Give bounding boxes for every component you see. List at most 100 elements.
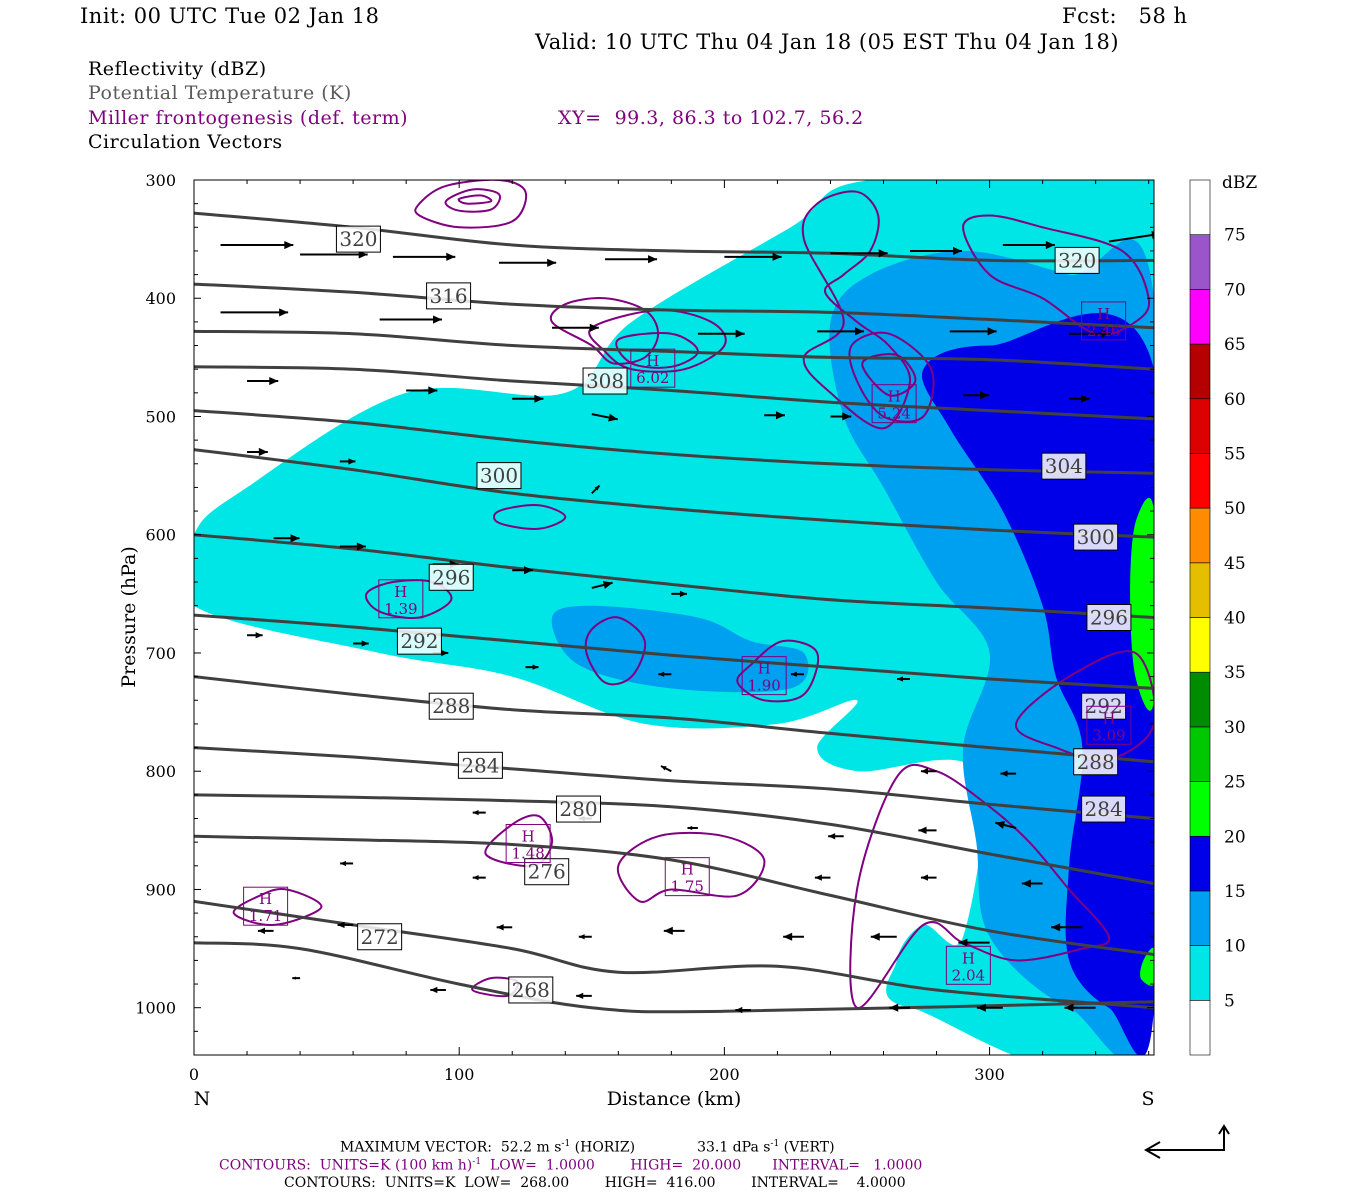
x-tick-label: 0: [189, 1065, 199, 1084]
circulation-vector: [949, 327, 997, 336]
theta-label-box: [426, 282, 472, 310]
colorbar-bin: [1189, 289, 1211, 345]
circulation-vector: [247, 376, 279, 386]
plot-frame: [193, 179, 1155, 1056]
frontogenesis-max-value: 5.24: [877, 405, 910, 423]
vector-head: [433, 315, 443, 324]
circulation-vector: [406, 386, 438, 395]
theta-label-box: [1081, 795, 1127, 823]
theta-label-box: [428, 692, 474, 720]
circulation-vector: [220, 308, 289, 317]
frontogenesis-max-h: H: [1102, 709, 1115, 727]
theta-label-text: 304: [1045, 454, 1083, 478]
frontogenesis-contour: [736, 639, 819, 703]
theta-label: 268: [508, 976, 554, 1004]
vector-head: [589, 323, 599, 332]
colorbar-label: 25: [1224, 773, 1246, 793]
frontogenesis-max-label: H1.39: [378, 579, 424, 619]
x-tick-label: 200: [709, 1065, 740, 1084]
frontogenesis-max-h: H: [522, 828, 535, 846]
vector-head: [446, 252, 456, 261]
vector-head: [775, 411, 785, 420]
circulation-vector: [1069, 329, 1111, 338]
theta-label: 316: [426, 282, 472, 310]
x-tick-label: 100: [444, 1065, 475, 1084]
frontogenesis-contour: [584, 616, 647, 686]
frontogenesis-contour: [492, 504, 567, 530]
frontogenesis-contour: [848, 331, 935, 423]
frontogenesis-max-box: [1086, 705, 1132, 745]
vector-head: [428, 386, 438, 395]
cross-section-endpoints: XY= 99.3, 86.3 to 102.7, 56.2: [558, 107, 864, 129]
vector-head: [348, 458, 356, 465]
y-tick-label: 300: [145, 171, 176, 190]
vector-head: [576, 992, 584, 1000]
vector-head: [578, 934, 585, 940]
theta-label-text: 316: [429, 284, 467, 308]
frontogenesis-max-box: [741, 656, 787, 696]
frontogenesis-max-label: H1.75: [664, 857, 710, 897]
frontogenesis-contour: [615, 332, 699, 369]
frontogenesis-max-h: H: [681, 861, 694, 879]
colorbar-bin: [1189, 453, 1211, 509]
theta-label: 292: [396, 627, 442, 655]
theta-label-box: [1054, 246, 1100, 274]
circulation-vector: [552, 323, 599, 332]
theta-label: 296: [1086, 604, 1132, 631]
theta-label: 284: [457, 751, 503, 779]
vector-head: [679, 590, 687, 598]
vector-head: [783, 932, 793, 941]
colorbar-label: 45: [1224, 554, 1246, 574]
vector-head: [430, 986, 438, 994]
colorbar-bin: [1189, 179, 1211, 235]
frontogenesis-max-box: [664, 857, 710, 897]
theta-label-box: [582, 367, 628, 395]
circulation-vector: [472, 875, 486, 881]
circulation-vector: [605, 255, 658, 264]
circulation-vector: [337, 921, 354, 929]
frontogenesis-max-value: 1.39: [384, 600, 417, 618]
forecast-hour: Fcst: 58 h: [1062, 4, 1188, 28]
y-tick-label: 1000: [135, 999, 176, 1018]
frontogenesis-contour: [1015, 650, 1154, 762]
circulation-vector: [790, 671, 804, 677]
reference-vector-icon: [1143, 1124, 1230, 1159]
frontogenesis-max-h: H: [394, 583, 407, 601]
theta-contour-276: [194, 834, 1154, 956]
vector-head: [356, 542, 366, 551]
circulation-vector: [1021, 879, 1043, 888]
circulation-vector: [671, 590, 687, 598]
legend-reflectivity: Reflectivity (dBZ): [88, 58, 267, 80]
contour-label-layer: 320 316 308 300 296 292 288 284 280 276 272 268 320 3…: [243, 225, 1132, 1004]
frontogenesis-max-label: H1.90: [741, 656, 787, 696]
colorbar-label: 60: [1224, 390, 1246, 410]
circulation-vector: [870, 932, 897, 941]
frontogenesis-max-value: 3.09: [1092, 726, 1125, 744]
frontogenesis-contour: [962, 214, 1151, 336]
circulation-vector: [830, 412, 852, 421]
theta-label: 320: [335, 225, 381, 253]
vector-head: [269, 376, 279, 386]
theta-label-text: 320: [339, 227, 377, 251]
colorbar-label: 35: [1224, 663, 1246, 683]
frontogenesis-max-h: H: [1097, 305, 1110, 323]
vector-head: [1045, 240, 1055, 250]
theta-label-text: 276: [528, 860, 566, 884]
circulation-vector: [817, 327, 865, 336]
theta-contour-280: [194, 793, 1154, 885]
colorbar-bin: [1189, 671, 1211, 728]
colorbar-bin: [1189, 507, 1211, 564]
theta-label-box: [335, 225, 381, 253]
frontogenesis-max-label: H1.48: [505, 824, 551, 864]
theta-label-text: 272: [361, 925, 399, 949]
vector-head: [602, 580, 613, 589]
circulation-vector: [1002, 240, 1055, 250]
circulation-vector: [735, 1006, 751, 1014]
vector-head: [1080, 394, 1090, 403]
theta-contour-308: [194, 365, 1154, 421]
y-tick-label: 800: [145, 762, 176, 781]
vector-head: [870, 932, 880, 941]
vector-head: [1021, 879, 1031, 888]
circulation-vector: [963, 391, 990, 400]
